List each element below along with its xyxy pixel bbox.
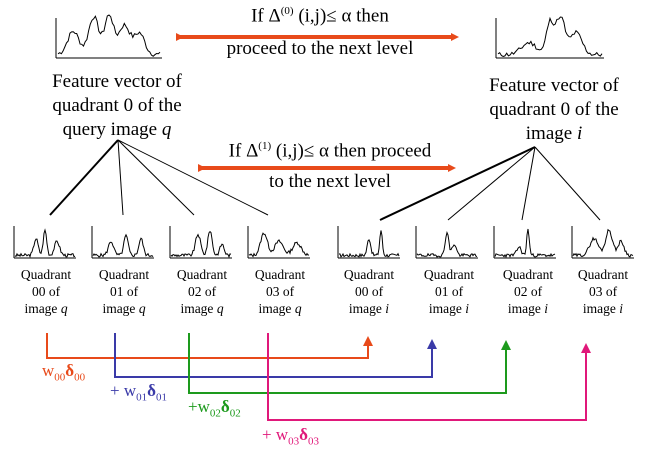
histogram-i02 (493, 226, 556, 259)
image-tree-lines (379, 146, 601, 221)
histogram-i03 (571, 226, 634, 259)
image-feature-label: Feature vector of quadrant 0 of the imag… (489, 75, 619, 144)
histogram-q03 (247, 226, 310, 259)
weight-term-02: +w02δ02 (188, 397, 241, 420)
histogram-i01 (415, 226, 478, 259)
quadrant-label-q02: Quadrant 02 of image q (176, 267, 228, 316)
quadrant-label-i03: Quadrant 03 of image i (577, 267, 629, 316)
histogram-q02 (169, 226, 232, 259)
connector-03 (267, 333, 591, 421)
mid-condition-label: If Δ(1) (i,j)≤ α then proceed to the nex… (228, 140, 432, 192)
connector-02 (188, 333, 511, 394)
query-feature-histogram (55, 14, 162, 59)
quadrant-label-i02: Quadrant 02 of image i (502, 267, 554, 316)
quadrant-label-q03: Quadrant 03 of image q (254, 267, 306, 316)
connector-00 (46, 333, 373, 359)
query-feature-label: Feature vector of quadrant 0 of the quer… (52, 71, 182, 140)
histogram-q00 (13, 226, 76, 259)
quadrant-label-q01: Quadrant 01 of image q (98, 267, 150, 316)
quadrant-label-i01: Quadrant 01 of image i (423, 267, 475, 316)
connector-01 (114, 333, 437, 378)
weight-term-03: + w03δ03 (262, 425, 319, 448)
top-condition-label: If Δ(0) (i,j)≤ α then proceed to the nex… (226, 5, 414, 59)
histogram-i00 (337, 226, 400, 259)
image-feature-histogram (495, 16, 604, 59)
weight-term-01: + w01δ01 (110, 381, 167, 404)
histogram-q01 (91, 226, 154, 259)
quadrant-label-i00: Quadrant 00 of image i (343, 267, 395, 316)
quadrant-label-q00: Quadrant 00 of image q (20, 267, 72, 316)
weight-term-00: w00δ00 (42, 361, 86, 384)
query-tree-lines (49, 139, 269, 216)
